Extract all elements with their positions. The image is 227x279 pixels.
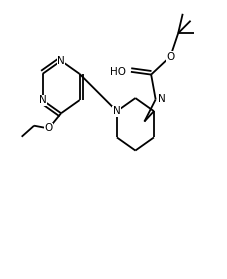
- Text: N: N: [157, 95, 165, 104]
- Text: HO: HO: [110, 67, 126, 77]
- Text: N: N: [39, 95, 46, 105]
- Text: N: N: [57, 56, 65, 66]
- Text: N: N: [113, 106, 120, 116]
- Text: O: O: [44, 123, 53, 133]
- Text: O: O: [165, 52, 174, 62]
